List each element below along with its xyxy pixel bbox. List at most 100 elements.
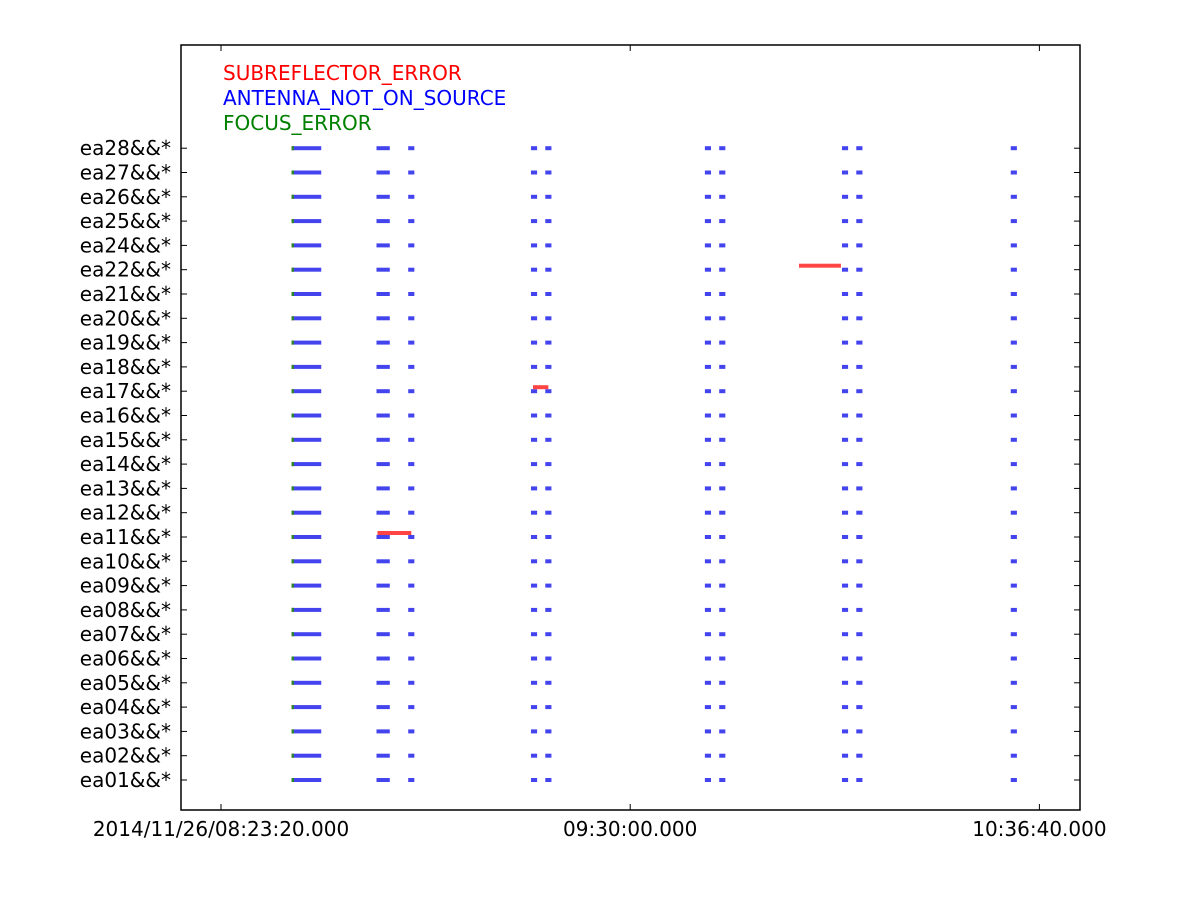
flag-segment-antenna-not-on-source bbox=[719, 705, 726, 710]
flag-segment-antenna-not-on-source bbox=[376, 680, 390, 685]
flag-segment-antenna-not-on-source bbox=[856, 170, 863, 175]
y-tick-label: ea16&&* bbox=[80, 404, 171, 428]
flag-segment-antenna-not-on-source bbox=[530, 486, 538, 491]
y-tick-label: ea24&&* bbox=[80, 233, 171, 257]
flag-segment-antenna-not-on-source bbox=[408, 486, 415, 491]
flag-segment-antenna-not-on-source bbox=[704, 194, 712, 199]
flag-segment-antenna-not-on-source bbox=[1010, 194, 1017, 199]
flag-segment-antenna-not-on-source bbox=[376, 535, 390, 539]
flag-segment-antenna-not-on-source bbox=[856, 486, 863, 491]
flag-segment-focus-error bbox=[291, 194, 294, 199]
flag-segment-antenna-not-on-source bbox=[1010, 535, 1017, 539]
y-tick-label: ea20&&* bbox=[80, 306, 171, 330]
flag-segment-antenna-not-on-source bbox=[841, 219, 849, 224]
flag-segment-antenna-not-on-source bbox=[719, 607, 726, 612]
flag-segment-focus-error bbox=[291, 778, 294, 782]
flag-segment-antenna-not-on-source bbox=[856, 607, 863, 612]
flag-segment-focus-error bbox=[291, 267, 294, 272]
flag-segment-antenna-not-on-source bbox=[1010, 413, 1017, 418]
y-tick-label: ea28&&* bbox=[80, 136, 171, 160]
flag-segment-antenna-not-on-source bbox=[719, 219, 726, 224]
flag-segment-antenna-not-on-source bbox=[291, 705, 322, 710]
flag-segment-antenna-not-on-source bbox=[530, 729, 538, 734]
flag-segment-antenna-not-on-source bbox=[704, 219, 712, 224]
flag-segment-antenna-not-on-source bbox=[704, 316, 712, 321]
flag-segment-antenna-not-on-source bbox=[291, 486, 322, 491]
flag-segment-subreflector-error bbox=[377, 531, 412, 535]
flag-segment-antenna-not-on-source bbox=[291, 413, 322, 418]
legend-entry-focus-error: FOCUS_ERROR bbox=[223, 111, 372, 135]
flag-segment-antenna-not-on-source bbox=[719, 680, 726, 685]
flag-segment-antenna-not-on-source bbox=[545, 632, 552, 637]
flag-segment-antenna-not-on-source bbox=[530, 170, 538, 175]
flag-segment-antenna-not-on-source bbox=[841, 753, 849, 758]
flag-segment-antenna-not-on-source bbox=[408, 462, 415, 467]
flag-segment-antenna-not-on-source bbox=[376, 316, 390, 321]
flag-segment-antenna-not-on-source bbox=[841, 364, 849, 369]
flag-segment-antenna-not-on-source bbox=[841, 243, 849, 248]
flag-segment-antenna-not-on-source bbox=[704, 364, 712, 369]
flag-segment-antenna-not-on-source bbox=[545, 267, 552, 272]
flag-segment-antenna-not-on-source bbox=[1010, 583, 1017, 588]
flag-segment-antenna-not-on-source bbox=[545, 583, 552, 588]
flag-segment-antenna-not-on-source bbox=[376, 413, 390, 418]
flag-segment-antenna-not-on-source bbox=[856, 753, 863, 758]
flag-segment-antenna-not-on-source bbox=[719, 753, 726, 758]
flag-segment-antenna-not-on-source bbox=[856, 778, 863, 782]
flag-segment-antenna-not-on-source bbox=[376, 510, 390, 515]
y-tick-label: ea18&&* bbox=[80, 355, 171, 379]
flag-segment-antenna-not-on-source bbox=[530, 559, 538, 564]
flag-segment-antenna-not-on-source bbox=[530, 778, 538, 782]
flag-segment-antenna-not-on-source bbox=[545, 462, 552, 467]
flag-segment-antenna-not-on-source bbox=[1010, 340, 1017, 345]
flag-segment-antenna-not-on-source bbox=[545, 607, 552, 612]
flag-segment-focus-error bbox=[291, 607, 294, 612]
flag-segment-antenna-not-on-source bbox=[376, 437, 390, 442]
plot-frame bbox=[180, 44, 1081, 811]
flag-segment-antenna-not-on-source bbox=[841, 340, 849, 345]
y-tick-label: ea10&&* bbox=[80, 549, 171, 573]
flag-segment-antenna-not-on-source bbox=[530, 753, 538, 758]
flag-segment-antenna-not-on-source bbox=[856, 243, 863, 248]
flag-segment-antenna-not-on-source bbox=[704, 486, 712, 491]
flag-segment-antenna-not-on-source bbox=[719, 170, 726, 175]
flag-segment-antenna-not-on-source bbox=[408, 656, 415, 661]
flag-segment-antenna-not-on-source bbox=[291, 219, 322, 224]
flag-segment-antenna-not-on-source bbox=[719, 778, 726, 782]
flag-segment-antenna-not-on-source bbox=[376, 194, 390, 199]
flag-segment-focus-error bbox=[291, 559, 294, 564]
x-axis: 2014/11/26/08:23:20.000 09:30:00.000 10:36… bbox=[93, 45, 1107, 841]
flag-segment-antenna-not-on-source bbox=[856, 146, 863, 151]
flag-segment-antenna-not-on-source bbox=[408, 243, 415, 248]
y-tick-label: ea27&&* bbox=[80, 161, 171, 185]
flag-segment-antenna-not-on-source bbox=[291, 437, 322, 442]
flag-segment-antenna-not-on-source bbox=[719, 559, 726, 564]
flag-segment-antenna-not-on-source bbox=[704, 413, 712, 418]
flag-segment-antenna-not-on-source bbox=[530, 316, 538, 321]
flag-segment-antenna-not-on-source bbox=[841, 437, 849, 442]
y-tick-label: ea01&&* bbox=[80, 768, 171, 792]
flag-segment-antenna-not-on-source bbox=[841, 559, 849, 564]
flag-segment-antenna-not-on-source bbox=[530, 340, 538, 345]
legend-entry-antenna-not-on-source: ANTENNA_NOT_ON_SOURCE bbox=[223, 86, 506, 110]
flag-segment-antenna-not-on-source bbox=[545, 510, 552, 515]
flag-segment-antenna-not-on-source bbox=[408, 753, 415, 758]
flag-segment-antenna-not-on-source bbox=[1010, 364, 1017, 369]
y-tick-label: ea14&&* bbox=[80, 452, 171, 476]
flag-segment-antenna-not-on-source bbox=[841, 583, 849, 588]
flag-segment-antenna-not-on-source bbox=[376, 292, 390, 296]
flag-segment-antenna-not-on-source bbox=[291, 194, 322, 199]
flag-segment-antenna-not-on-source bbox=[704, 146, 712, 151]
y-tick-label: ea22&&* bbox=[80, 258, 171, 282]
flag-segment-antenna-not-on-source bbox=[856, 559, 863, 564]
flag-segment-antenna-not-on-source bbox=[704, 607, 712, 612]
flag-segment-antenna-not-on-source bbox=[704, 462, 712, 467]
flag-segment-antenna-not-on-source bbox=[530, 292, 538, 296]
flag-segment-antenna-not-on-source bbox=[545, 389, 552, 394]
flag-segment-antenna-not-on-source bbox=[291, 170, 322, 175]
flag-segment-antenna-not-on-source bbox=[530, 632, 538, 637]
flag-segment-antenna-not-on-source bbox=[1010, 219, 1017, 224]
flag-segment-focus-error bbox=[291, 389, 294, 394]
flag-segment-antenna-not-on-source bbox=[856, 437, 863, 442]
